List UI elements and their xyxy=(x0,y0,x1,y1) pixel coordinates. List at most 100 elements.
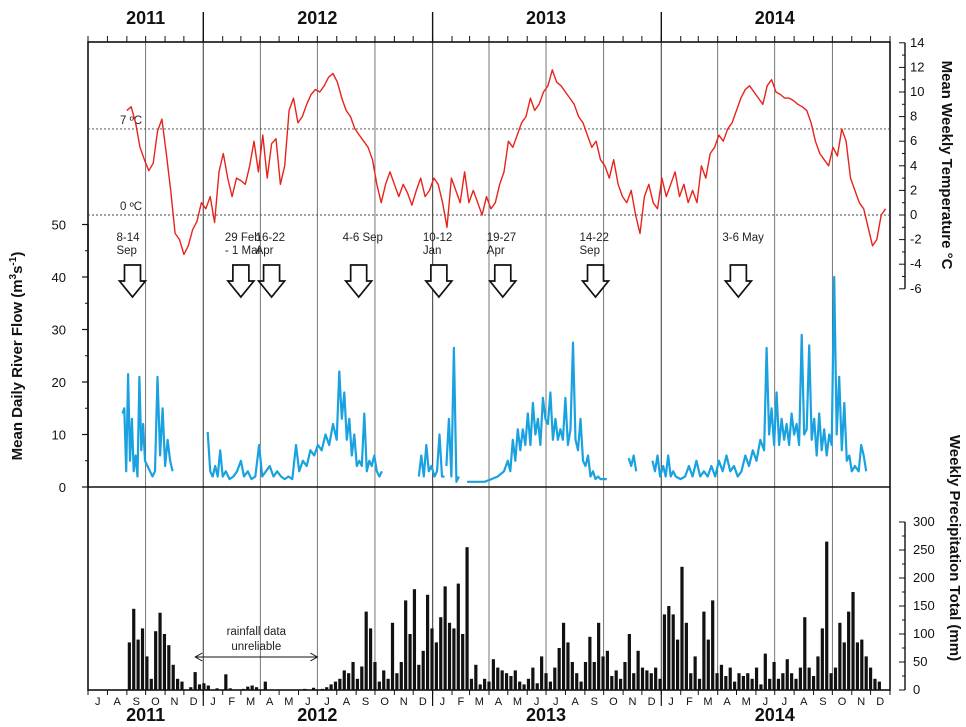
month-label: J xyxy=(324,696,330,708)
precipitation-bar xyxy=(399,662,403,690)
precipitation-bar xyxy=(636,650,640,690)
precipitation-tick-label: 100 xyxy=(913,626,935,641)
river-flow-line xyxy=(121,373,174,478)
event-arrow xyxy=(487,264,518,299)
precipitation-bar xyxy=(715,673,719,690)
month-label: O xyxy=(609,696,618,708)
precipitation-bar xyxy=(500,670,504,690)
month-label: J xyxy=(553,696,559,708)
precipitation-bar xyxy=(329,684,333,690)
precipitation-bar xyxy=(408,634,412,690)
precipitation-bar xyxy=(140,628,145,690)
precipitation-bar xyxy=(645,670,649,690)
flow-axis-title: Mean Daily River Flow (m3s-1) xyxy=(8,252,26,461)
precipitation-bar xyxy=(540,656,544,690)
precipitation-bar xyxy=(838,622,842,690)
month-label: J xyxy=(305,696,311,708)
precipitation-bar xyxy=(719,664,724,690)
top-year-label: 2011 xyxy=(126,8,165,28)
temperature-tick-label: 0 xyxy=(910,207,917,222)
precipitation-axis: 0 50 100 150 200 250 300 xyxy=(899,514,935,697)
event-label: 16-22 xyxy=(256,232,285,244)
event-label: Jan xyxy=(423,245,442,257)
month-label: S xyxy=(591,696,598,708)
river-flow-line xyxy=(417,433,445,478)
precipitation-tick-label: 150 xyxy=(913,598,935,613)
arrowhead-right xyxy=(310,652,319,662)
precipitation-bar xyxy=(851,592,855,690)
temperature-tick-label: 8 xyxy=(910,109,917,124)
precipitation-bar xyxy=(807,667,811,690)
precipitation-bar xyxy=(706,639,710,690)
precipitation-bar xyxy=(417,664,421,690)
precipitation-bar xyxy=(154,631,158,690)
precipitation-bar xyxy=(171,664,175,690)
precipitation-bar xyxy=(325,687,329,690)
precipitation-bar xyxy=(772,662,776,690)
flow-tick-label: 10 xyxy=(52,428,66,443)
precipitation-bar xyxy=(241,688,245,690)
precipitation-bar xyxy=(145,656,149,690)
precipitation-bar xyxy=(377,681,381,690)
month-label: A xyxy=(723,696,731,708)
precipitation-bar xyxy=(465,547,469,690)
unreliable-label: rainfall data xyxy=(227,626,287,638)
precipitation-bar xyxy=(483,678,487,690)
unreliable-label: unreliable xyxy=(231,641,281,653)
precipitation-bar xyxy=(811,676,816,690)
precipitation-bar xyxy=(425,594,430,690)
precipitation-bar xyxy=(513,670,517,690)
bottom-year-label: 2014 xyxy=(755,705,795,725)
precipitation-bar xyxy=(754,667,759,690)
event-arrow xyxy=(580,264,611,299)
precipitation-bar xyxy=(127,642,131,690)
month-label: J xyxy=(763,696,769,708)
precipitation-bar xyxy=(820,628,824,690)
precipitation-bar xyxy=(825,541,829,690)
precipitation-bar xyxy=(640,667,645,690)
precipitation-tick-label: 50 xyxy=(913,654,927,669)
precipitation-bar xyxy=(246,686,250,690)
event-arrow xyxy=(226,264,256,299)
precipitation-bar xyxy=(202,683,206,690)
precipitation-bar xyxy=(167,645,171,690)
precipitation-bar xyxy=(360,666,364,690)
river-flow-axis: 0 10 20 30 40 50 xyxy=(52,218,89,495)
temperature-reference-lines: 7 ºC 0 ºC xyxy=(88,115,890,216)
month-label: N xyxy=(170,696,178,708)
precipitation-bar xyxy=(873,678,877,690)
month-label: M xyxy=(742,696,751,708)
precipitation-tick-label: 0 xyxy=(913,682,920,697)
precipitation-bar xyxy=(518,681,522,690)
precipitation-bar xyxy=(158,612,162,690)
precipitation-bar xyxy=(206,685,210,690)
precipitation-bar xyxy=(877,681,881,690)
event-label: 14-22 xyxy=(580,232,609,244)
precipitation-bar xyxy=(215,688,219,690)
precipitation-bar xyxy=(855,642,860,690)
precipitation-bar xyxy=(193,672,197,690)
precipitation-bar xyxy=(443,586,447,690)
event-label: - 1 Mar xyxy=(225,245,262,257)
precipitation-bar xyxy=(654,667,658,690)
event-arrow xyxy=(117,264,148,299)
month-label: S xyxy=(362,696,369,708)
precipitation-bar xyxy=(553,667,557,690)
event-label: Sep xyxy=(580,245,600,257)
precipitation-bar xyxy=(597,622,601,690)
precipitation-bar xyxy=(842,642,846,690)
temperature-tick-label: 10 xyxy=(910,84,924,99)
precipitation-bar xyxy=(768,678,772,690)
precipitation-bar xyxy=(658,678,662,690)
precipitation-bar xyxy=(333,681,338,690)
month-label: J xyxy=(95,696,101,708)
bottom-year-label: 2013 xyxy=(526,705,566,725)
precipitation-bar xyxy=(816,656,820,690)
precipitation-bar xyxy=(675,639,680,690)
precipitation-bar xyxy=(250,685,254,690)
event-label: 10-12 xyxy=(423,232,452,244)
top-year-label: 2013 xyxy=(526,8,566,28)
precipitation-bar xyxy=(303,688,307,690)
temperature-axis: -6 -4 -2 0 2 4 6 8 10 12 14 xyxy=(899,35,924,296)
